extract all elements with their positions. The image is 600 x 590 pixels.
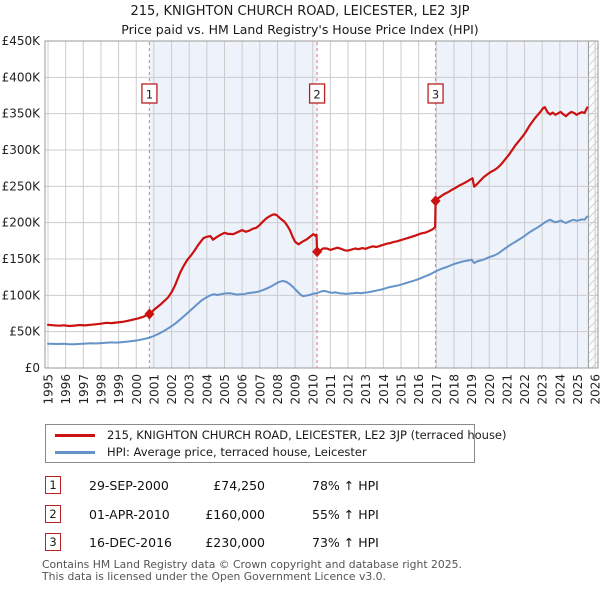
sale-date: 01-APR-2010 bbox=[89, 506, 170, 522]
svg-text:1: 1 bbox=[146, 88, 153, 102]
svg-text:2012: 2012 bbox=[342, 374, 356, 405]
svg-text:2016: 2016 bbox=[412, 374, 426, 405]
svg-text:1998: 1998 bbox=[94, 374, 108, 405]
sale-date: 16-DEC-2016 bbox=[89, 535, 172, 551]
svg-text:£400K: £400K bbox=[2, 70, 42, 84]
svg-text:3: 3 bbox=[432, 88, 439, 102]
legend-label-property: 215, KNIGHTON CHURCH ROAD, LEICESTER, LE… bbox=[107, 428, 507, 442]
svg-text:1997: 1997 bbox=[77, 374, 91, 405]
svg-text:£200K: £200K bbox=[2, 216, 42, 230]
svg-text:2022: 2022 bbox=[518, 374, 532, 405]
svg-text:2001: 2001 bbox=[147, 374, 161, 405]
svg-text:2007: 2007 bbox=[253, 374, 267, 405]
svg-text:2025: 2025 bbox=[571, 374, 585, 405]
blue-line-swatch bbox=[55, 450, 95, 454]
sale-hpi-percent: 55% ↑ HPI bbox=[312, 506, 379, 522]
svg-text:2017: 2017 bbox=[430, 374, 444, 405]
svg-text:2: 2 bbox=[313, 88, 320, 102]
svg-text:£300K: £300K bbox=[2, 143, 42, 157]
sale-row-2: 2 01-APR-2010 £160,000 55% ↑ HPI bbox=[45, 504, 465, 525]
sale-date: 29-SEP-2000 bbox=[89, 478, 169, 493]
price-history-chart: 1 2 3 £0 £50K £100K £150K £200K £250K £300K £350K £… bbox=[2, 34, 600, 405]
sale-row-1: 1 29-SEP-2000 £74,250 78% ↑ HPI bbox=[45, 476, 465, 496]
svg-text:£150K: £150K bbox=[2, 252, 42, 266]
svg-text:2003: 2003 bbox=[183, 374, 197, 405]
footer: Contains HM Land Registry data © Crown c… bbox=[42, 559, 462, 582]
sale-price: £160,000 bbox=[205, 506, 265, 522]
svg-text:2019: 2019 bbox=[465, 374, 479, 405]
svg-text:£0: £0 bbox=[25, 361, 40, 375]
svg-text:1995: 1995 bbox=[42, 374, 56, 405]
svg-text:2018: 2018 bbox=[447, 374, 461, 405]
legend-item-hpi: HPI: Average price, terraced house, Leic… bbox=[46, 445, 474, 459]
svg-text:2005: 2005 bbox=[218, 374, 232, 405]
footer-line-1: Contains HM Land Registry data © Crown c… bbox=[42, 558, 462, 571]
svg-text:2000: 2000 bbox=[130, 374, 144, 405]
sale-number-box: 1 bbox=[45, 476, 61, 494]
svg-text:1999: 1999 bbox=[112, 374, 126, 405]
svg-text:2024: 2024 bbox=[553, 374, 567, 405]
sales-table: 1 29-SEP-2000 £74,250 78% ↑ HPI 2 01-APR-2010… bbox=[45, 476, 465, 556]
svg-text:2006: 2006 bbox=[236, 374, 250, 405]
svg-text:2010: 2010 bbox=[306, 374, 320, 405]
footer-line-2: This data is licensed under the Open Gov… bbox=[42, 569, 386, 583]
red-line-swatch bbox=[55, 433, 95, 437]
sale-hpi-percent: 73% ↑ HPI bbox=[312, 535, 379, 551]
svg-text:2004: 2004 bbox=[200, 374, 214, 405]
svg-text:2026: 2026 bbox=[589, 374, 600, 405]
svg-text:2002: 2002 bbox=[165, 374, 179, 405]
svg-text:2009: 2009 bbox=[289, 374, 303, 405]
svg-text:2021: 2021 bbox=[500, 374, 514, 405]
svg-text:2008: 2008 bbox=[271, 374, 285, 405]
sale-row-3: 3 16-DEC-2016 £230,000 73% ↑ HPI bbox=[45, 533, 465, 553]
sale-number-box: 3 bbox=[45, 533, 61, 552]
svg-text:2023: 2023 bbox=[536, 374, 550, 405]
svg-text:2015: 2015 bbox=[395, 374, 409, 405]
svg-text:2014: 2014 bbox=[377, 374, 391, 405]
sale-price: £74,250 bbox=[213, 478, 265, 493]
sale-price: £230,000 bbox=[205, 535, 265, 551]
svg-text:2020: 2020 bbox=[483, 374, 497, 405]
chart-legend: 215, KNIGHTON CHURCH ROAD, LEICESTER, LE… bbox=[45, 424, 507, 463]
chart-title: 215, KNIGHTON CHURCH ROAD, LEICESTER, LE… bbox=[130, 4, 470, 19]
sale-number-box: 2 bbox=[45, 504, 61, 523]
chart-subtitle: Price paid vs. HM Land Registry's House … bbox=[121, 22, 479, 37]
svg-text:1996: 1996 bbox=[59, 374, 73, 405]
legend-label-hpi: HPI: Average price, terraced house, Leic… bbox=[107, 445, 367, 459]
svg-text:£50K: £50K bbox=[9, 325, 41, 339]
svg-text:£350K: £350K bbox=[2, 107, 42, 121]
sale-hpi-percent: 78% ↑ HPI bbox=[312, 478, 379, 493]
legend-item-property: 215, KNIGHTON CHURCH ROAD, LEICESTER, LE… bbox=[46, 428, 507, 442]
svg-text:£100K: £100K bbox=[2, 288, 42, 302]
svg-text:£450K: £450K bbox=[2, 34, 42, 48]
svg-text:£250K: £250K bbox=[2, 179, 42, 193]
svg-text:2011: 2011 bbox=[324, 374, 338, 405]
svg-text:2013: 2013 bbox=[359, 374, 373, 405]
